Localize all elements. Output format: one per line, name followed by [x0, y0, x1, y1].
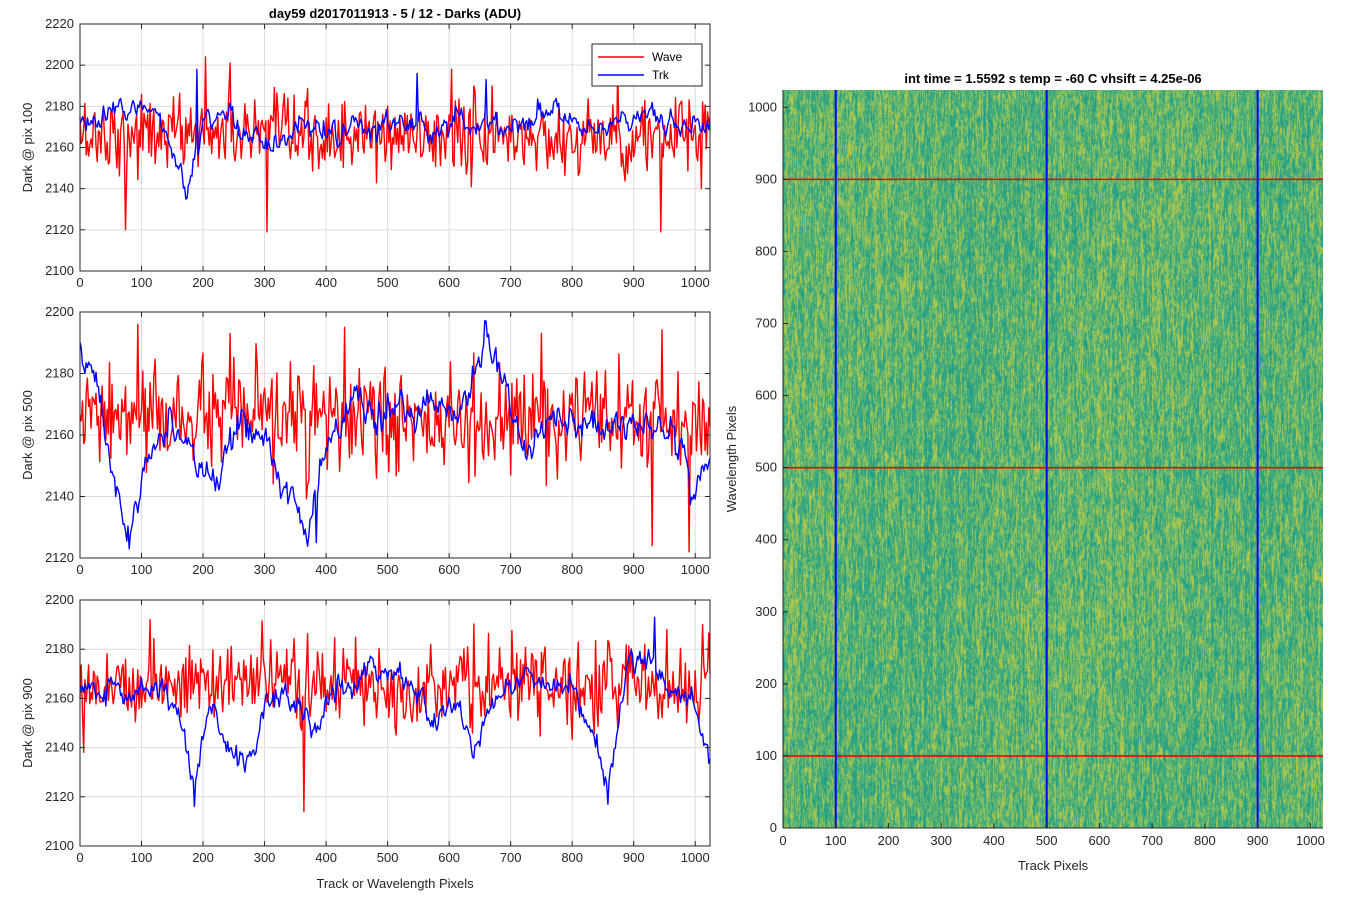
- heatmap-y-tick-label: 200: [755, 676, 777, 691]
- heatmap-x-tick-label: 500: [1036, 833, 1058, 848]
- heatmap-x-tick-label: 900: [1247, 833, 1269, 848]
- y-axis-label: Dark @ pix 900: [20, 678, 35, 768]
- x-tick-label: 500: [377, 275, 399, 290]
- figure-title: day59 d2017011913 - 5 / 12 - Darks (ADU): [269, 6, 521, 21]
- heatmap-y-tick-label: 500: [755, 460, 777, 475]
- x-tick-label: 200: [192, 562, 214, 577]
- y-tick-label: 2200: [45, 57, 74, 72]
- heatmap-y-tick-label: 300: [755, 604, 777, 619]
- y-tick-label: 2180: [45, 366, 74, 381]
- y-tick-label: 2140: [45, 740, 74, 755]
- x-tick-label: 100: [131, 275, 153, 290]
- series-line-wave: [79, 323, 711, 553]
- x-tick-label: 600: [438, 275, 460, 290]
- series-line-wave: [79, 619, 711, 813]
- legend-label-wave: Wave: [652, 50, 683, 64]
- x-tick-label: 400: [315, 275, 337, 290]
- y-axis-label: Dark @ pix 100: [20, 103, 35, 193]
- heatmap-x-tick-label: 200: [878, 833, 900, 848]
- x-tick-label: 200: [192, 850, 214, 865]
- heatmap-chart: 0 100 200 300 400 500 600 700 800 900 1000 0 100 200 3…: [724, 71, 1325, 873]
- x-tick-label: 0: [76, 562, 83, 577]
- heatmap-x-tick-label: 400: [983, 833, 1005, 848]
- heatmap-canvas: [783, 90, 1323, 828]
- x-tick-label: 200: [192, 275, 214, 290]
- y-tick-label: 2100: [45, 838, 74, 853]
- x-tick-label: 600: [438, 562, 460, 577]
- x-tick-label: 1000: [681, 850, 710, 865]
- y-tick-label: 2160: [45, 690, 74, 705]
- line-chart-pix100: 0 100 200 300 400 500 600 700 800 900 1000 2100 2120…: [20, 16, 711, 290]
- heatmap-y-tick-label: 1000: [748, 99, 777, 114]
- y-tick-label: 2200: [45, 304, 74, 319]
- heatmap-x-tick-label: 700: [1141, 833, 1163, 848]
- series-line-trk: [79, 320, 711, 550]
- x-tick-label: 400: [315, 562, 337, 577]
- x-tick-label: 500: [377, 562, 399, 577]
- legend-box: [591, 43, 703, 87]
- series-line-trk: [79, 616, 711, 808]
- heatmap-y-tick-label: 0: [770, 820, 777, 835]
- y-axis-label: Dark @ pix 500: [20, 390, 35, 480]
- heatmap-y-tick-label: 100: [755, 748, 777, 763]
- heatmap-y-tick-label: 400: [755, 532, 777, 547]
- y-tick-label: 2140: [45, 489, 74, 504]
- x-tick-label: 1000: [681, 562, 710, 577]
- y-tick-label: 2160: [45, 427, 74, 442]
- y-tick-label: 2220: [45, 16, 74, 31]
- y-tick-label: 2100: [45, 263, 74, 278]
- x-tick-label: 500: [377, 850, 399, 865]
- x-tick-label: 0: [76, 275, 83, 290]
- x-tick-label: 900: [623, 850, 645, 865]
- heatmap-y-tick-label: 700: [755, 316, 777, 331]
- x-tick-label: 100: [131, 850, 153, 865]
- x-tick-label: 700: [500, 562, 522, 577]
- heatmap-x-tick-label: 100: [825, 833, 847, 848]
- x-tick-label: 900: [623, 562, 645, 577]
- y-tick-label: 2120: [45, 789, 74, 804]
- series-line-trk: [79, 68, 711, 200]
- y-tick-label: 2120: [45, 222, 74, 237]
- shared-x-axis-label: Track or Wavelength Pixels: [316, 876, 474, 891]
- x-tick-label: 400: [315, 850, 337, 865]
- heatmap-x-axis-label: Track Pixels: [1018, 858, 1089, 873]
- x-tick-label: 800: [561, 275, 583, 290]
- heatmap-title: int time = 1.5592 s temp = -60 C vhsift …: [904, 71, 1201, 86]
- y-tick-label: 2180: [45, 98, 74, 113]
- x-tick-label: 1000: [681, 275, 710, 290]
- x-tick-label: 0: [76, 850, 83, 865]
- axes-box: [79, 599, 711, 847]
- heatmap-x-tick-label: 300: [930, 833, 952, 848]
- x-tick-label: 700: [500, 275, 522, 290]
- y-tick-label: 2180: [45, 641, 74, 656]
- x-tick-label: 900: [623, 275, 645, 290]
- x-tick-label: 600: [438, 850, 460, 865]
- x-tick-label: 800: [561, 562, 583, 577]
- x-tick-label: 800: [561, 850, 583, 865]
- heatmap-y-axis-label: Wavelength Pixels: [724, 405, 739, 512]
- legend-label-trk: Trk: [652, 68, 670, 82]
- y-tick-label: 2160: [45, 140, 74, 155]
- x-tick-label: 300: [254, 850, 276, 865]
- line-chart-pix900: 0 100 200 300 400 500 600 700 800 900 1000 2100 2120…: [20, 592, 711, 865]
- heatmap-x-tick-label: 1000: [1296, 833, 1325, 848]
- x-tick-label: 300: [254, 562, 276, 577]
- y-tick-label: 2200: [45, 592, 74, 607]
- heatmap-x-tick-label: 600: [1089, 833, 1111, 848]
- heatmap-x-tick-label: 0: [779, 833, 786, 848]
- y-tick-label: 2120: [45, 550, 74, 565]
- series-line-wave: [79, 56, 711, 233]
- x-tick-label: 700: [500, 850, 522, 865]
- y-tick-label: 2140: [45, 181, 74, 196]
- line-chart-pix500: 0 100 200 300 400 500 600 700 800 900 1000 2120 2140…: [20, 304, 711, 577]
- x-tick-label: 300: [254, 275, 276, 290]
- heatmap-image: [783, 90, 1323, 828]
- heatmap-y-tick-label: 600: [755, 388, 777, 403]
- heatmap-y-tick-label: 900: [755, 171, 777, 186]
- heatmap-x-tick-label: 800: [1194, 833, 1216, 848]
- heatmap-y-tick-label: 800: [755, 243, 777, 258]
- x-tick-label: 100: [131, 562, 153, 577]
